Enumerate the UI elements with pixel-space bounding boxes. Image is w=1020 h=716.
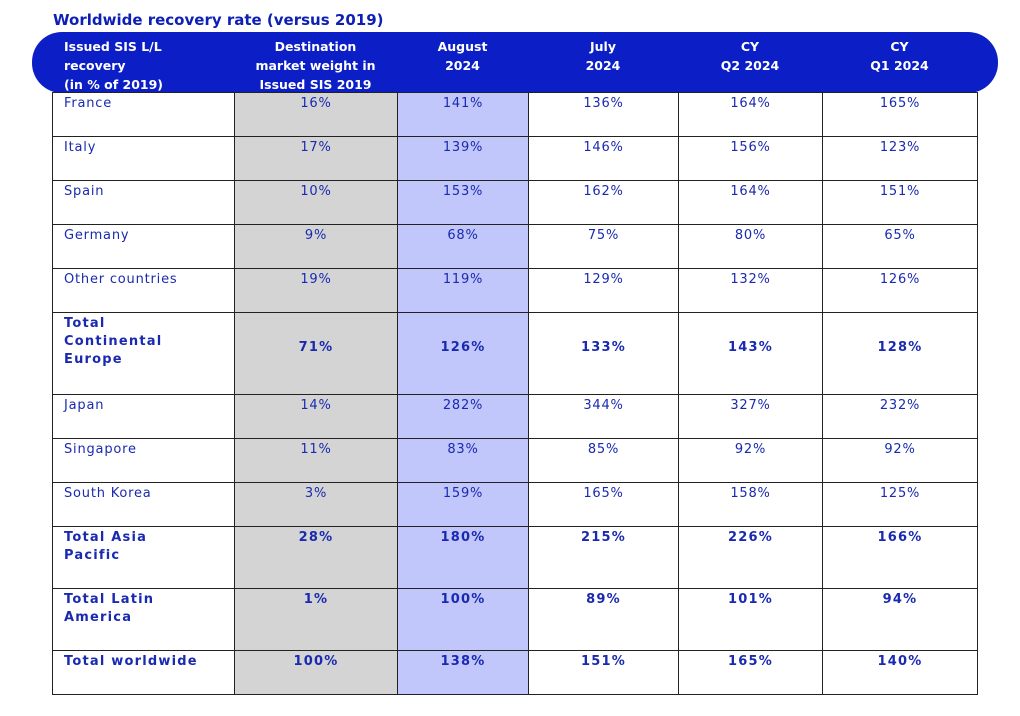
row-label: France [52, 92, 235, 137]
header-july-2024: July 2024 [585, 39, 621, 73]
q2-cell: 164% [678, 92, 823, 137]
header-market-weight: Destination market weight in Issued SIS … [255, 39, 376, 92]
weight-cell: 17% [234, 136, 398, 181]
july-cell: 136% [528, 92, 679, 137]
q2-cell: 165% [678, 650, 823, 695]
july-cell: 151% [528, 650, 679, 695]
row-label: Germany [52, 224, 235, 269]
august-cell: 126% [397, 312, 529, 395]
table-row: Spain 10% 153% 162% 164% 151% [52, 180, 978, 225]
row-label: Other countries [52, 268, 235, 313]
row-label: Italy [52, 136, 235, 181]
july-cell: 162% [528, 180, 679, 225]
weight-cell: 16% [234, 92, 398, 137]
august-cell: 83% [397, 438, 529, 483]
august-cell: 159% [397, 482, 529, 527]
table-row-grand-total: Total worldwide 100% 138% 151% 165% 140% [52, 650, 978, 695]
header-august-2024: August 2024 [437, 39, 488, 73]
q1-cell: 151% [822, 180, 978, 225]
july-cell: 89% [528, 588, 679, 651]
q2-cell: 164% [678, 180, 823, 225]
july-cell: 75% [528, 224, 679, 269]
q1-cell: 94% [822, 588, 978, 651]
weight-cell: 28% [234, 526, 398, 589]
row-label: Total Asia Pacific [52, 526, 235, 589]
august-cell: 180% [397, 526, 529, 589]
row-label: South Korea [52, 482, 235, 527]
weight-cell: 10% [234, 180, 398, 225]
table-row-total: Total Continental Europe 71% 126% 133% 1… [52, 312, 978, 395]
q1-cell: 125% [822, 482, 978, 527]
august-cell: 138% [397, 650, 529, 695]
weight-cell: 71% [234, 312, 398, 395]
table-header-band [32, 32, 998, 93]
q2-cell: 143% [678, 312, 823, 395]
july-cell: 165% [528, 482, 679, 527]
q1-cell: 126% [822, 268, 978, 313]
weight-cell: 3% [234, 482, 398, 527]
q1-cell: 123% [822, 136, 978, 181]
table-row: Italy 17% 139% 146% 156% 123% [52, 136, 978, 181]
august-cell: 68% [397, 224, 529, 269]
q2-cell: 92% [678, 438, 823, 483]
weight-cell: 9% [234, 224, 398, 269]
table-row: Germany 9% 68% 75% 80% 65% [52, 224, 978, 269]
header-cy-q2-2024: CY Q2 2024 [720, 39, 780, 73]
q1-cell: 165% [822, 92, 978, 137]
table-title: Worldwide recovery rate (versus 2019) [53, 11, 384, 29]
table-row: South Korea 3% 159% 165% 158% 125% [52, 482, 978, 527]
row-label: Total worldwide [52, 650, 235, 695]
table-row: Other countries 19% 119% 129% 132% 126% [52, 268, 978, 313]
july-cell: 146% [528, 136, 679, 181]
row-label: Spain [52, 180, 235, 225]
header-cy-q1-2024: CY Q1 2024 [870, 39, 929, 73]
july-cell: 129% [528, 268, 679, 313]
weight-cell: 100% [234, 650, 398, 695]
august-cell: 119% [397, 268, 529, 313]
table-row: France 16% 141% 136% 164% 165% [52, 92, 978, 137]
july-cell: 85% [528, 438, 679, 483]
q1-cell: 65% [822, 224, 978, 269]
q2-cell: 156% [678, 136, 823, 181]
row-label: Total Continental Europe [52, 312, 235, 395]
august-cell: 282% [397, 394, 529, 439]
table-row-total: Total Asia Pacific 28% 180% 215% 226% 16… [52, 526, 978, 589]
table-row-total: Total Latin America 1% 100% 89% 101% 94% [52, 588, 978, 651]
q2-cell: 226% [678, 526, 823, 589]
row-label: Total Latin America [52, 588, 235, 651]
q1-cell: 166% [822, 526, 978, 589]
july-cell: 344% [528, 394, 679, 439]
header-recovery: Issued SIS L/L recovery (in % of 2019) [64, 39, 164, 92]
august-cell: 139% [397, 136, 529, 181]
q1-cell: 128% [822, 312, 978, 395]
q1-cell: 232% [822, 394, 978, 439]
q2-cell: 158% [678, 482, 823, 527]
table-row: Japan 14% 282% 344% 327% 232% [52, 394, 978, 439]
q2-cell: 80% [678, 224, 823, 269]
weight-cell: 1% [234, 588, 398, 651]
weight-cell: 19% [234, 268, 398, 313]
q2-cell: 101% [678, 588, 823, 651]
q2-cell: 132% [678, 268, 823, 313]
q2-cell: 327% [678, 394, 823, 439]
july-cell: 215% [528, 526, 679, 589]
q1-cell: 140% [822, 650, 978, 695]
q1-cell: 92% [822, 438, 978, 483]
august-cell: 100% [397, 588, 529, 651]
row-label: Singapore [52, 438, 235, 483]
weight-cell: 14% [234, 394, 398, 439]
july-cell: 133% [528, 312, 679, 395]
row-label: Japan [52, 394, 235, 439]
table-row: Singapore 11% 83% 85% 92% 92% [52, 438, 978, 483]
recovery-table: France 16% 141% 136% 164% 165% Italy 17%… [52, 92, 978, 695]
august-cell: 141% [397, 92, 529, 137]
weight-cell: 11% [234, 438, 398, 483]
august-cell: 153% [397, 180, 529, 225]
